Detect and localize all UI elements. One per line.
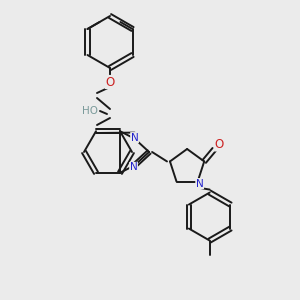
Text: O: O <box>105 76 115 88</box>
Text: O: O <box>214 138 224 151</box>
Text: N: N <box>196 178 204 189</box>
Text: HO: HO <box>82 106 98 116</box>
Text: N: N <box>131 133 138 142</box>
Text: N: N <box>130 162 137 172</box>
